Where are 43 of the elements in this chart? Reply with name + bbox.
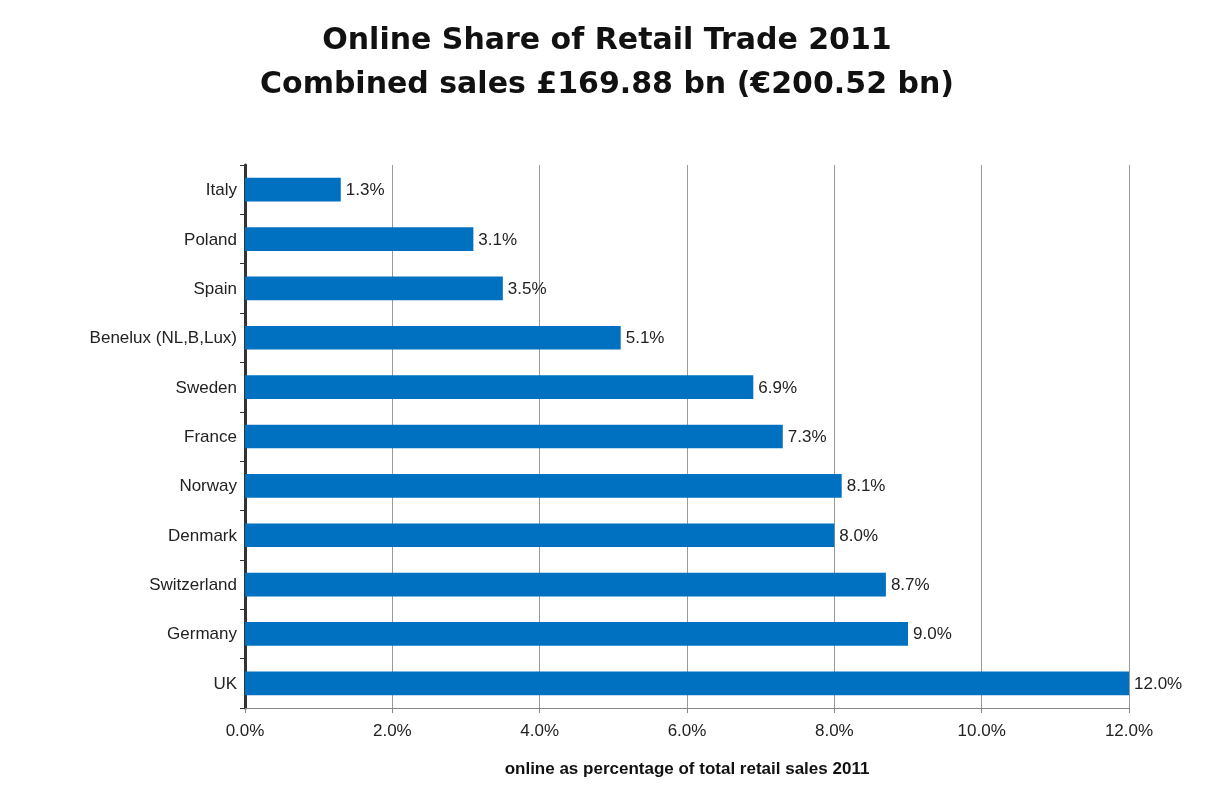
data-label: 7.3% <box>787 427 827 446</box>
bar <box>245 325 621 350</box>
x-tick-label: 6.0% <box>667 721 707 740</box>
y-tick-label: Italy <box>205 180 238 200</box>
y-tick-label: Germany <box>167 624 238 644</box>
bar <box>245 276 503 301</box>
x-tick-label: 4.0% <box>520 721 560 740</box>
x-tick-label: 12.0% <box>1104 721 1154 740</box>
x-tick-label: 0.0% <box>225 721 265 740</box>
y-tick-label: Norway <box>179 476 238 496</box>
data-label: 1.3% <box>345 180 385 200</box>
data-label: 9.0% <box>913 624 952 644</box>
y-tick-label: Denmark <box>168 525 238 545</box>
y-tick-label: Poland <box>184 229 237 249</box>
x-tick-label: 2.0% <box>372 721 412 740</box>
bar <box>245 177 341 202</box>
x-tick-label: 8.0% <box>814 721 854 740</box>
y-tick-label: Spain <box>193 278 237 298</box>
data-label: 8.7% <box>890 575 930 595</box>
y-tick-label: Benelux (NL,B,Lux) <box>89 328 237 348</box>
y-tick-label: France <box>184 427 237 446</box>
chart-subtitle: Combined sales £169.88 bn (€200.52 bn) <box>260 64 954 100</box>
data-label: 3.5% <box>507 278 547 298</box>
data-label: 3.1% <box>478 229 518 249</box>
bar <box>245 523 835 548</box>
x-axis-title: online as percentage of total retail sales 2011 <box>504 759 870 778</box>
bar <box>245 572 886 597</box>
bar <box>245 622 908 646</box>
bar <box>245 424 783 449</box>
bar <box>245 671 1129 696</box>
x-tick-label: 10.0% <box>957 721 1006 740</box>
data-label: 8.1% <box>846 476 886 496</box>
bar <box>245 375 754 399</box>
bar <box>245 474 842 498</box>
chart-title: Online Share of Retail Trade 2011 <box>322 20 892 56</box>
bar <box>245 227 474 251</box>
data-label: 6.9% <box>758 377 798 397</box>
y-tick-label: Switzerland <box>149 575 237 595</box>
data-label: 8.0% <box>839 525 879 545</box>
y-tick-label: UK <box>213 673 238 693</box>
y-tick-label: Sweden <box>175 377 237 397</box>
data-label: 5.1% <box>625 328 665 348</box>
data-label: 12.0% <box>1134 673 1183 693</box>
